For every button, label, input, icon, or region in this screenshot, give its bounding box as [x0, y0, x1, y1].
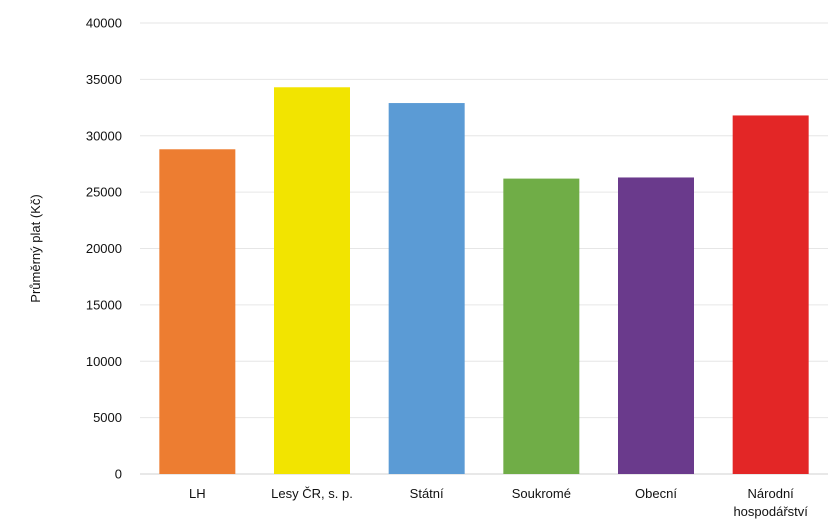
x-category-label: Soukromé: [512, 486, 571, 501]
y-tick-label: 30000: [86, 128, 122, 143]
x-category-label: LH: [189, 486, 206, 501]
x-category-label: Státní: [410, 486, 444, 501]
bar: [618, 177, 694, 474]
y-tick-label: 40000: [86, 16, 122, 31]
bars: [159, 87, 809, 475]
x-category-label: Národní hospodářství: [733, 486, 808, 519]
y-tick-label: 10000: [86, 354, 122, 369]
y-tick-label: 20000: [86, 241, 122, 256]
y-tick-label: 25000: [86, 185, 122, 200]
y-axis-ticks: 0 5000 10000 15000 20000 25000 30000 35000 40000: [86, 16, 122, 482]
bar: [503, 178, 580, 474]
bar: [388, 103, 465, 475]
x-category-label: Lesy ČR, s. p.: [271, 486, 353, 501]
x-category-label: Obecní: [635, 486, 677, 501]
bar: [274, 87, 350, 474]
bar: [732, 115, 809, 474]
x-axis-labels: LH Lesy ČR, s. p. Státní Soukromé Obecní Náro…: [189, 486, 808, 519]
y-tick-label: 0: [115, 467, 122, 482]
bar: [159, 149, 236, 474]
y-tick-label: 15000: [86, 297, 122, 312]
gridlines: [140, 22, 828, 475]
y-tick-label: 35000: [86, 72, 122, 87]
y-axis-title: Průměrný plat (Kč): [28, 194, 43, 302]
y-tick-label: 5000: [93, 410, 122, 425]
